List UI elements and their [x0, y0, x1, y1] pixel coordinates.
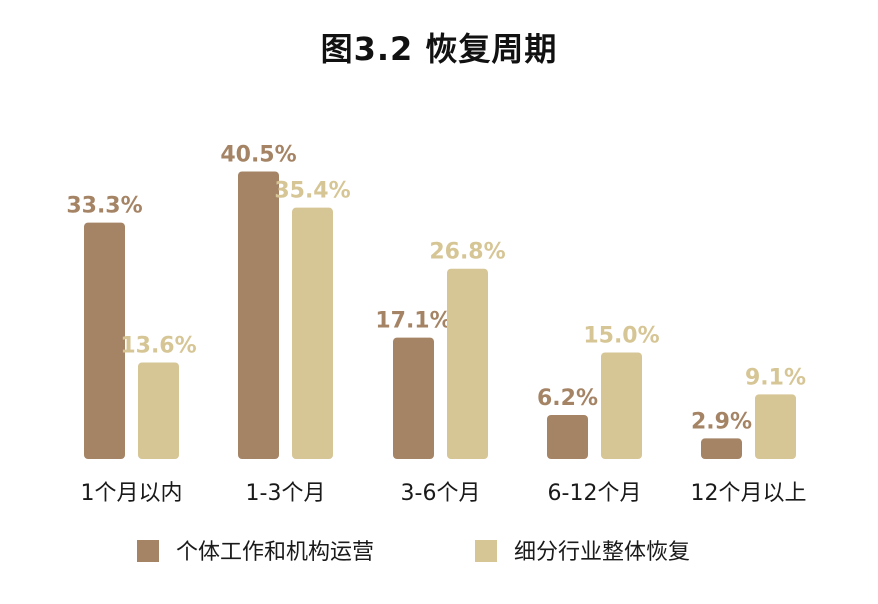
- bar-industry-5: [755, 394, 796, 459]
- data-label-individual-5: 2.9%: [691, 409, 752, 434]
- bar-industry-1: [138, 362, 179, 459]
- legend-label-individual: 个体工作和机构运营: [176, 540, 374, 565]
- chart-title: 图3.2 恢复周期: [320, 30, 558, 68]
- x-tick-label-3: 3-6个月: [401, 481, 481, 506]
- bar-industry-2: [292, 207, 333, 459]
- data-label-industry-3: 26.8%: [429, 240, 505, 265]
- bar-individual-1: [84, 222, 125, 459]
- x-tick-label-5: 12个月以上: [691, 481, 807, 506]
- bar-individual-4: [547, 414, 588, 459]
- data-label-individual-4: 6.2%: [537, 386, 598, 411]
- bar-industry-3: [447, 268, 488, 459]
- legend-swatch-individual: [137, 540, 159, 562]
- data-label-individual-1: 33.3%: [66, 194, 142, 219]
- data-label-industry-2: 35.4%: [274, 179, 350, 204]
- data-label-industry-5: 9.1%: [745, 365, 806, 390]
- x-tick-label-1: 1个月以内: [81, 481, 183, 506]
- legend-swatch-industry: [475, 540, 497, 562]
- data-label-individual-3: 17.1%: [375, 309, 451, 334]
- bar-individual-5: [701, 438, 742, 459]
- data-label-individual-2: 40.5%: [220, 142, 296, 167]
- bar-individual-3: [393, 337, 434, 459]
- data-label-industry-1: 13.6%: [120, 333, 196, 358]
- bar-industry-4: [601, 352, 642, 459]
- x-tick-label-4: 6-12个月: [548, 481, 642, 506]
- bar-individual-2: [238, 171, 279, 459]
- x-tick-label-2: 1-3个月: [246, 481, 326, 506]
- data-label-industry-4: 15.0%: [583, 324, 659, 349]
- legend-label-industry: 细分行业整体恢复: [514, 540, 690, 565]
